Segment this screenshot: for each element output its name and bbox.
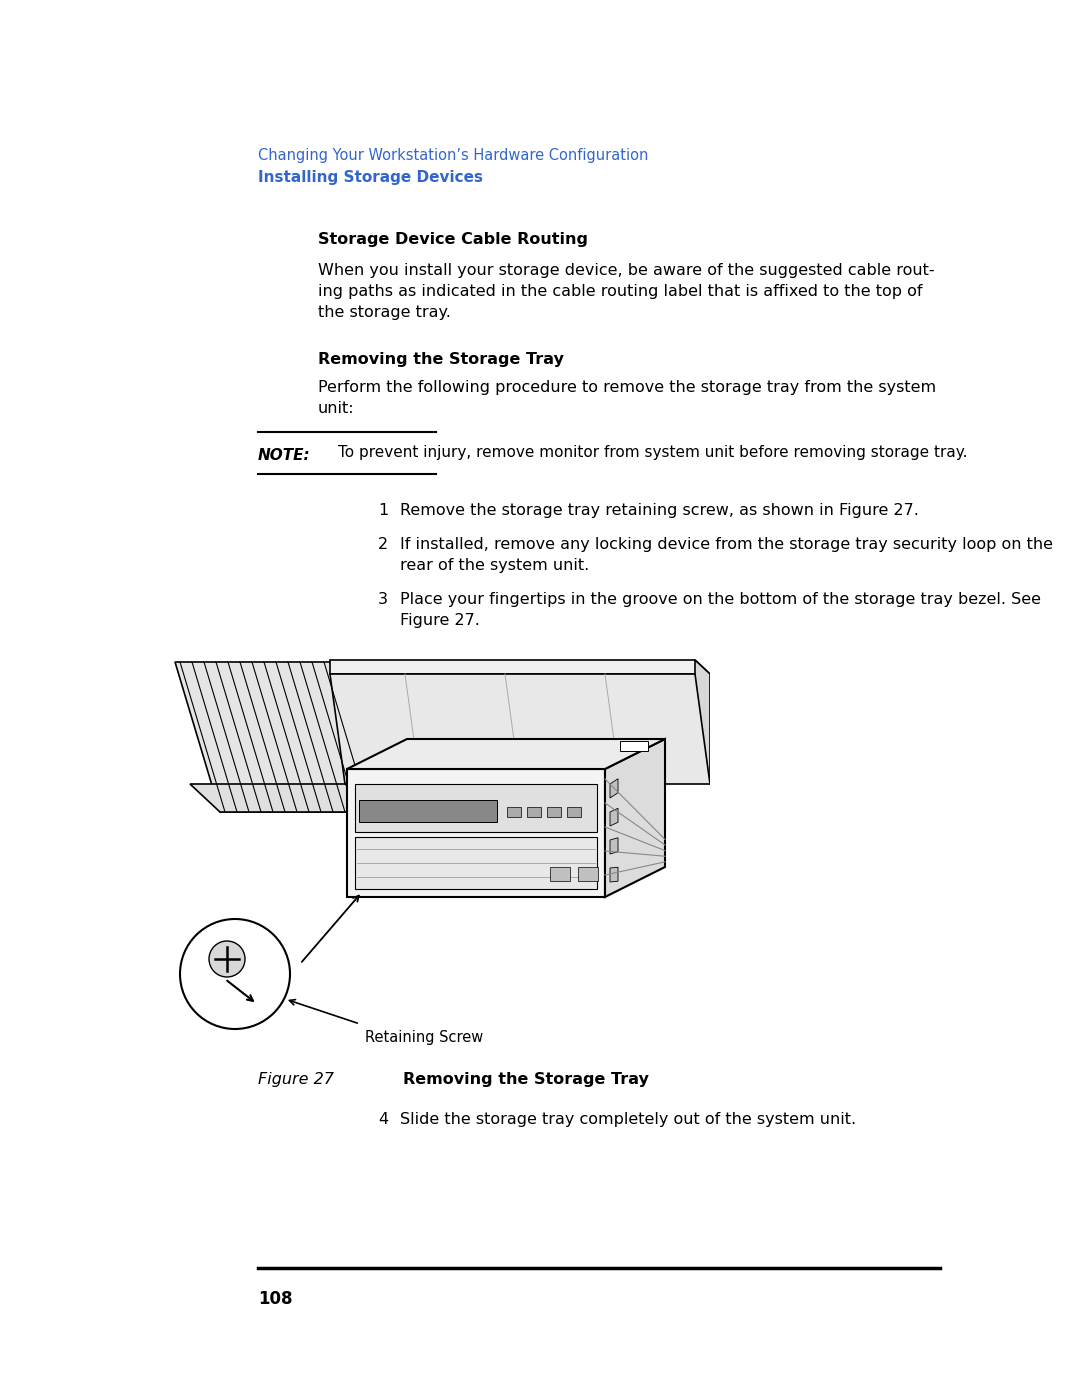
Text: When you install your storage device, be aware of the suggested cable rout-: When you install your storage device, be… xyxy=(318,263,934,278)
Bar xyxy=(359,800,497,821)
Polygon shape xyxy=(330,659,710,673)
Text: Place your fingertips in the groove on the bottom of the storage tray bezel. See: Place your fingertips in the groove on t… xyxy=(400,592,1041,608)
Text: Changing Your Workstation’s Hardware Configuration: Changing Your Workstation’s Hardware Con… xyxy=(258,148,648,163)
Text: 1: 1 xyxy=(378,503,388,518)
Text: 3: 3 xyxy=(378,592,388,608)
Bar xyxy=(355,784,597,833)
Polygon shape xyxy=(330,662,710,692)
Text: Retaining Screw: Retaining Screw xyxy=(365,1030,483,1045)
Text: Figure 27.: Figure 27. xyxy=(400,613,480,629)
Polygon shape xyxy=(190,784,375,812)
Text: Removing the Storage Tray: Removing the Storage Tray xyxy=(403,1071,649,1087)
Text: 2: 2 xyxy=(378,536,388,552)
Text: Remove the storage tray retaining screw, as shown in Figure 27.: Remove the storage tray retaining screw,… xyxy=(400,503,919,518)
Circle shape xyxy=(180,919,291,1030)
Polygon shape xyxy=(696,659,710,784)
Polygon shape xyxy=(610,809,618,826)
Text: ing paths as indicated in the cable routing label that is affixed to the top of: ing paths as indicated in the cable rout… xyxy=(318,284,922,299)
Polygon shape xyxy=(610,838,618,854)
Polygon shape xyxy=(610,868,618,882)
Text: rear of the system unit.: rear of the system unit. xyxy=(400,557,590,573)
Text: 4: 4 xyxy=(378,1112,388,1127)
Text: Removing the Storage Tray: Removing the Storage Tray xyxy=(318,352,564,367)
Bar xyxy=(546,807,561,817)
Bar xyxy=(527,807,541,817)
Text: NOTE:: NOTE: xyxy=(258,448,311,462)
Bar xyxy=(578,868,598,882)
Text: Figure 27: Figure 27 xyxy=(258,1071,334,1087)
Polygon shape xyxy=(330,673,710,784)
Polygon shape xyxy=(605,739,665,897)
Circle shape xyxy=(210,942,245,977)
Text: Slide the storage tray completely out of the system unit.: Slide the storage tray completely out of… xyxy=(400,1112,856,1127)
Bar xyxy=(355,837,597,888)
Text: unit:: unit: xyxy=(318,401,354,416)
Polygon shape xyxy=(610,778,618,798)
Bar xyxy=(620,740,648,752)
Text: the storage tray.: the storage tray. xyxy=(318,305,450,320)
Text: To prevent injury, remove monitor from system unit before removing storage tray.: To prevent injury, remove monitor from s… xyxy=(338,446,968,460)
Bar xyxy=(550,868,570,882)
Text: 108: 108 xyxy=(258,1289,293,1308)
Text: Perform the following procedure to remove the storage tray from the system: Perform the following procedure to remov… xyxy=(318,380,936,395)
Text: If installed, remove any locking device from the storage tray security loop on t: If installed, remove any locking device … xyxy=(400,536,1053,552)
Text: Storage Device Cable Routing: Storage Device Cable Routing xyxy=(318,232,588,247)
Polygon shape xyxy=(175,662,375,812)
Bar xyxy=(347,768,605,897)
Text: Installing Storage Devices: Installing Storage Devices xyxy=(258,170,483,184)
Bar xyxy=(507,807,521,817)
Polygon shape xyxy=(347,739,665,768)
Bar xyxy=(567,807,581,817)
